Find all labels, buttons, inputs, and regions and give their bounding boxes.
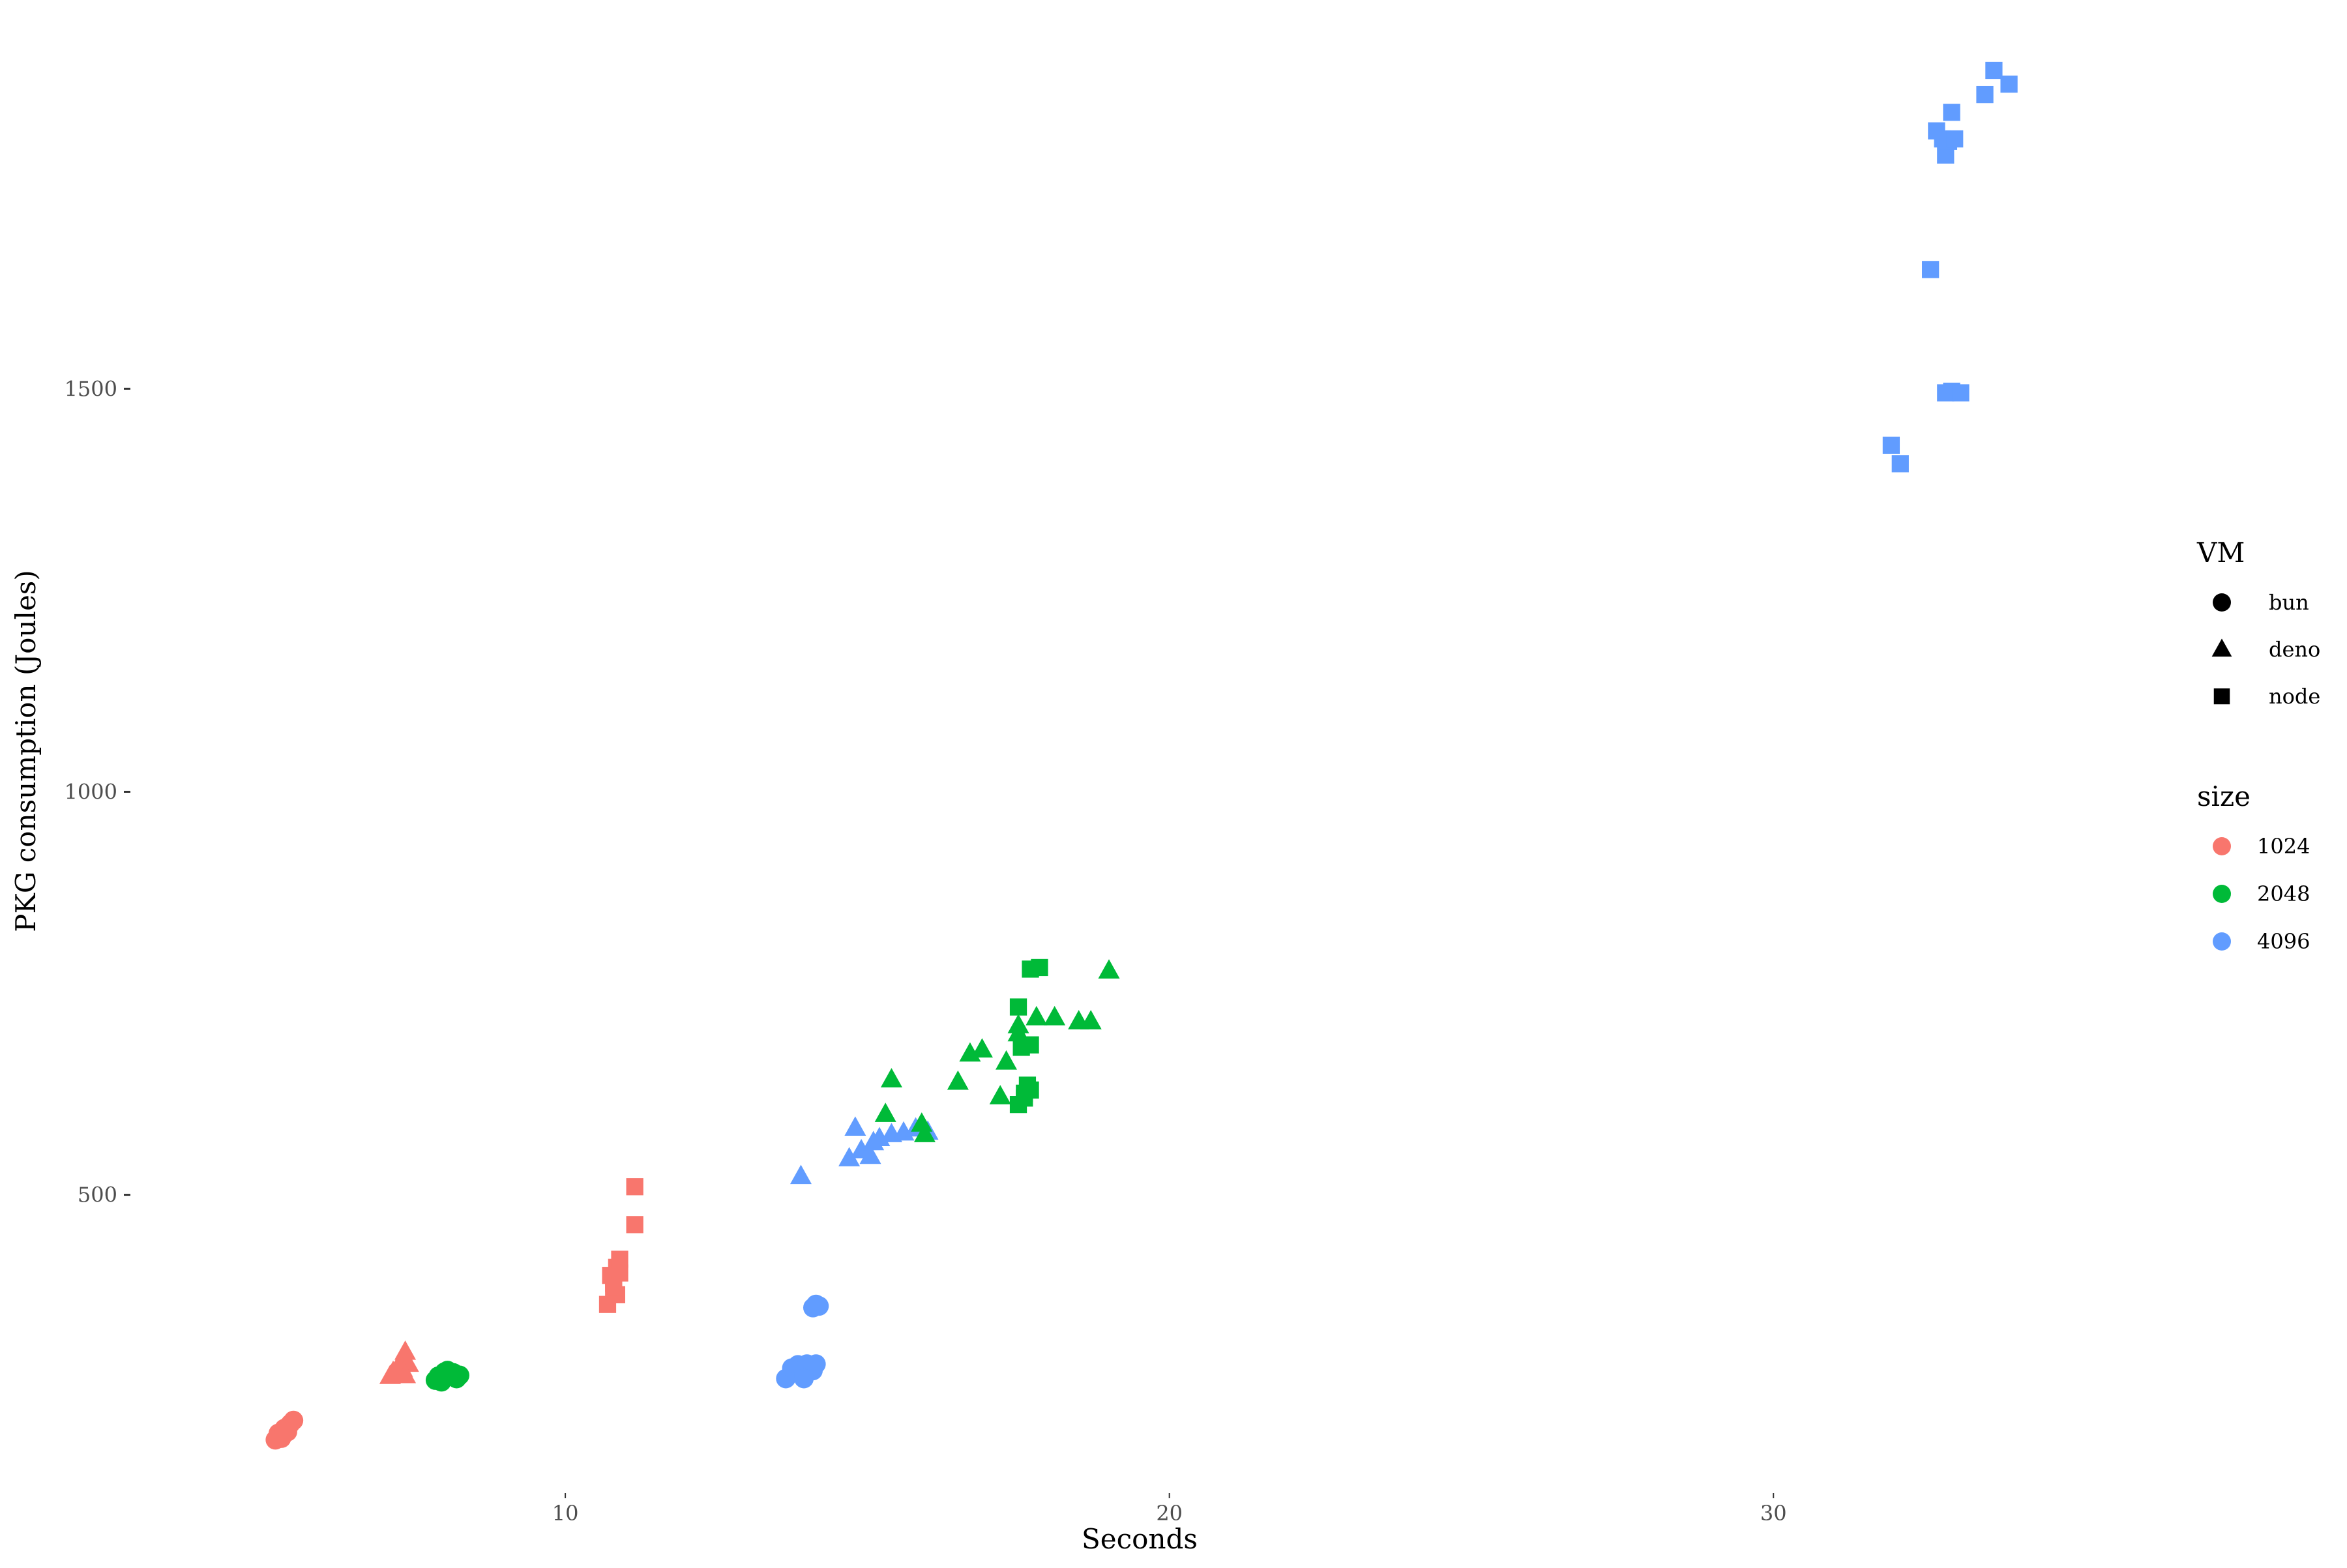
x-tick-label: 10	[552, 1501, 579, 1526]
legend-key-deno	[2211, 638, 2232, 657]
x-tick-label: 20	[1156, 1501, 1183, 1526]
data-point-deno-2048	[971, 1038, 993, 1058]
data-point-deno-2048	[1044, 1005, 1066, 1026]
legend-label-1024: 1024	[2257, 834, 2310, 859]
data-point-bun-2048	[449, 1365, 469, 1385]
legend-title-size: size	[2197, 780, 2251, 812]
data-point-bun-4096	[806, 1354, 826, 1374]
data-points	[265, 61, 2018, 1450]
data-point-node-2048	[1031, 958, 1048, 977]
data-point-deno-2048	[874, 1102, 896, 1122]
data-point-node-1024	[626, 1178, 643, 1196]
data-point-deno-4096	[844, 1116, 866, 1136]
data-point-deno-2048	[1098, 959, 1120, 979]
data-point-deno-1024	[394, 1363, 417, 1383]
x-axis-title: Seconds	[1082, 1523, 1198, 1555]
data-point-deno-2048	[989, 1085, 1011, 1104]
y-tick-label: 1000	[65, 779, 117, 804]
x-tick-label: 30	[1760, 1501, 1787, 1526]
data-point-node-1024	[605, 1279, 623, 1296]
data-point-deno-4096	[790, 1164, 812, 1185]
legend-label-2048: 2048	[2257, 881, 2310, 906]
data-point-node-2048	[1016, 1084, 1033, 1102]
data-point-deno-2048	[1026, 1005, 1048, 1026]
legend-key-bun	[2213, 593, 2231, 612]
legend-key-node	[2213, 688, 2230, 705]
data-point-node-4096	[1976, 85, 1994, 104]
legend-label-deno: deno	[2269, 637, 2320, 662]
data-point-deno-4096	[838, 1147, 861, 1166]
data-point-node-4096	[1882, 436, 1900, 454]
data-point-node-4096	[1922, 261, 1940, 278]
data-point-node-4096	[1952, 384, 1970, 402]
data-point-deno-4096	[859, 1144, 881, 1164]
data-point-node-4096	[1985, 61, 2003, 80]
data-point-bun-2048	[428, 1367, 449, 1387]
legend-key-2048	[2213, 885, 2231, 903]
data-point-node-4096	[1946, 130, 1964, 148]
legend-key-1024	[2213, 837, 2231, 855]
legend-title-vm: VM	[2196, 537, 2245, 569]
data-point-deno-2048	[996, 1050, 1018, 1070]
legend-label-node: node	[2269, 684, 2320, 709]
data-point-node-2048	[1022, 1036, 1039, 1054]
legend-label-4096: 4096	[2257, 929, 2310, 954]
data-point-bun-4096	[794, 1368, 814, 1389]
data-point-node-2048	[1009, 998, 1027, 1016]
data-point-deno-2048	[880, 1068, 902, 1087]
data-point-node-4096	[1943, 104, 1960, 121]
data-point-node-1024	[626, 1216, 643, 1234]
y-tick-label: 1500	[65, 376, 117, 401]
axis-ticks: 10 20 30 500 1000 1500	[65, 376, 1787, 1526]
data-point-deno-2048	[913, 1123, 936, 1142]
data-point-deno-1024	[382, 1360, 404, 1380]
legend-key-4096	[2213, 932, 2231, 951]
y-tick-label: 500	[78, 1183, 117, 1207]
data-point-deno-2048	[911, 1112, 933, 1132]
data-point-deno-1024	[394, 1340, 417, 1360]
legend-label-bun: bun	[2269, 590, 2309, 615]
data-point-bun-1024	[277, 1422, 297, 1442]
data-point-deno-2048	[1080, 1010, 1102, 1029]
data-point-node-4096	[2000, 75, 2018, 93]
data-point-node-1024	[611, 1250, 628, 1268]
data-point-node-4096	[1891, 455, 1909, 473]
y-axis-title: PKG consumption (Joules)	[10, 570, 42, 932]
data-point-bun-4096	[806, 1294, 826, 1314]
data-point-deno-1024	[397, 1352, 419, 1372]
data-point-deno-2048	[947, 1070, 969, 1090]
